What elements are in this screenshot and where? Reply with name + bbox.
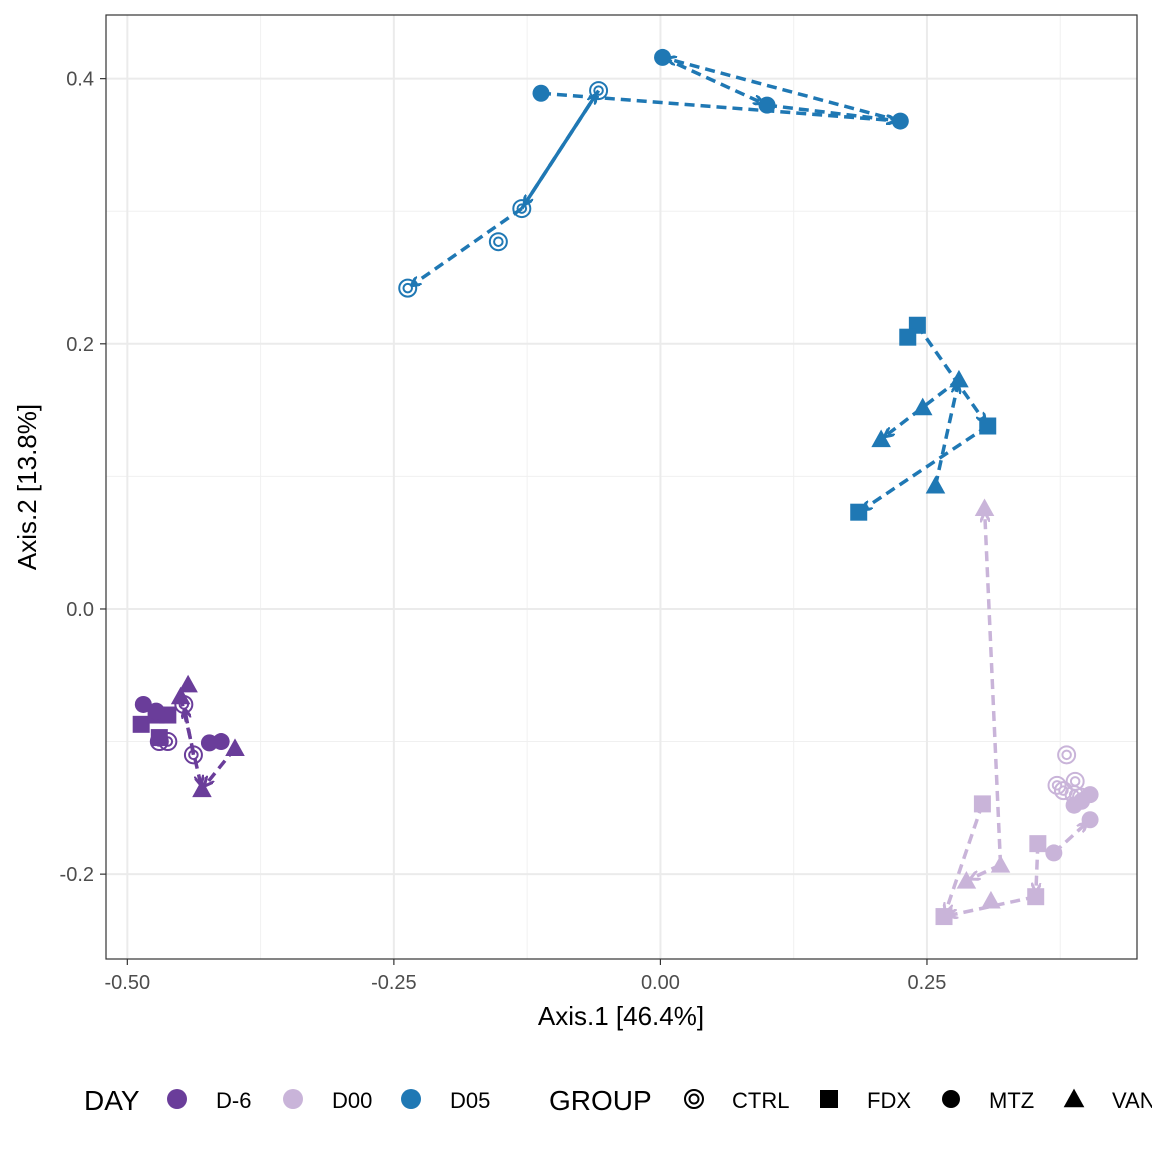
x-tick-label: 0.00 xyxy=(641,972,680,994)
legend-key-fdx xyxy=(820,1090,838,1108)
legend-key-van xyxy=(1063,1088,1085,1108)
point-d00-van xyxy=(990,855,1011,873)
point-d-6-van xyxy=(170,686,191,705)
point-d00-van xyxy=(956,871,977,889)
point-d-6-van xyxy=(192,779,212,798)
legend-key-d05 xyxy=(401,1089,421,1109)
x-tick-label: 0.25 xyxy=(907,972,946,994)
point-d00-mtz xyxy=(1081,811,1099,829)
trajectory-arrow xyxy=(946,803,985,911)
legend-label-fdx: FDX xyxy=(867,1088,911,1113)
legend-label-van: VAN xyxy=(1112,1088,1152,1113)
trajectory-arrow xyxy=(520,96,595,210)
trajectory-arrow xyxy=(668,59,901,123)
point-d05-mtz xyxy=(532,84,550,102)
point-d-6-mtz xyxy=(200,734,218,752)
point-d00-mtz xyxy=(1045,844,1063,862)
legend-label-d05: D05 xyxy=(450,1088,490,1113)
x-tick-label: -0.25 xyxy=(371,972,417,994)
legend: DAY GROUP D-6 D00 D05 CTRL FDX MTZ VAN xyxy=(84,1085,1152,1116)
point-d-6-van xyxy=(178,674,198,693)
data-points xyxy=(132,48,1099,926)
legend-key-mtz xyxy=(942,1090,960,1108)
y-tick-label: -0.2 xyxy=(60,864,94,886)
point-d00-ctrl xyxy=(1053,781,1073,801)
point-d00-mtz xyxy=(1065,796,1083,814)
trajectory-arrow xyxy=(766,103,894,120)
point-d05-van xyxy=(925,475,946,494)
point-d00-fdx xyxy=(1029,835,1047,853)
point-d05-ctrl xyxy=(398,278,418,298)
legend-label-ctrl: CTRL xyxy=(732,1088,789,1113)
plot-background xyxy=(106,15,1137,959)
trajectory-arrow xyxy=(413,207,523,285)
point-d05-van xyxy=(871,429,891,448)
point-d00-fdx xyxy=(935,908,953,926)
point-d-6-mtz xyxy=(147,702,165,720)
point-d00-van xyxy=(981,890,1001,909)
point-d05-fdx xyxy=(850,503,868,521)
point-d05-mtz xyxy=(654,48,672,66)
point-d05-fdx xyxy=(979,417,997,435)
trajectory-arrow xyxy=(950,894,1037,916)
legend-day-title: DAY xyxy=(84,1085,140,1116)
point-d00-fdx xyxy=(1027,888,1045,906)
legend-key-d00 xyxy=(283,1089,303,1109)
point-d05-mtz xyxy=(891,112,909,130)
trajectory-arrow xyxy=(985,514,1003,865)
trajectory-arrow xyxy=(864,424,989,509)
y-axis-ticks: -0.2 0.0 0.2 0.4 xyxy=(60,69,106,886)
legend-key-ctrl xyxy=(684,1089,704,1109)
trajectory-arrow xyxy=(540,91,894,120)
point-d-6-fdx xyxy=(132,715,150,733)
point-d00-van xyxy=(974,498,995,517)
legend-key-d-6 xyxy=(167,1089,187,1109)
legend-group-title: GROUP xyxy=(549,1085,652,1116)
plot-border xyxy=(105,14,1138,960)
legend-label-mtz: MTZ xyxy=(989,1088,1034,1113)
y-tick-label: 0.0 xyxy=(66,599,94,621)
point-d-6-fdx xyxy=(150,729,168,747)
trajectory-arrow xyxy=(933,385,957,487)
legend-label-d00: D00 xyxy=(332,1088,372,1113)
trajectory-arrow xyxy=(915,324,984,421)
legend-label-d-6: D-6 xyxy=(216,1088,251,1113)
point-d00-ctrl xyxy=(1057,745,1077,765)
point-d05-van xyxy=(949,369,969,388)
x-tick-label: -0.50 xyxy=(105,972,151,994)
y-tick-label: 0.4 xyxy=(66,69,94,91)
trajectory-arrow xyxy=(661,55,762,102)
point-d-6-mtz xyxy=(134,695,152,713)
x-axis-title: Axis.1 [46.4%] xyxy=(538,1001,704,1031)
major-gridlines xyxy=(106,15,1137,959)
y-axis-title: Axis.2 [13.8%] xyxy=(12,404,42,570)
minor-gridlines xyxy=(106,15,1137,959)
y-tick-label: 0.2 xyxy=(66,334,94,356)
point-d00-ctrl xyxy=(1047,775,1067,795)
point-d05-mtz xyxy=(758,96,776,114)
point-d00-mtz xyxy=(1081,786,1099,804)
point-d05-ctrl xyxy=(589,81,609,101)
point-d-6-ctrl xyxy=(183,745,203,765)
point-d-6-van xyxy=(225,738,245,757)
point-d00-fdx xyxy=(973,795,991,813)
x-axis-ticks: -0.50 -0.25 0.00 0.25 xyxy=(105,959,946,994)
point-d05-ctrl xyxy=(488,232,508,252)
point-d05-fdx xyxy=(899,328,917,346)
point-d05-van xyxy=(912,397,933,416)
point-d05-ctrl xyxy=(512,199,532,219)
